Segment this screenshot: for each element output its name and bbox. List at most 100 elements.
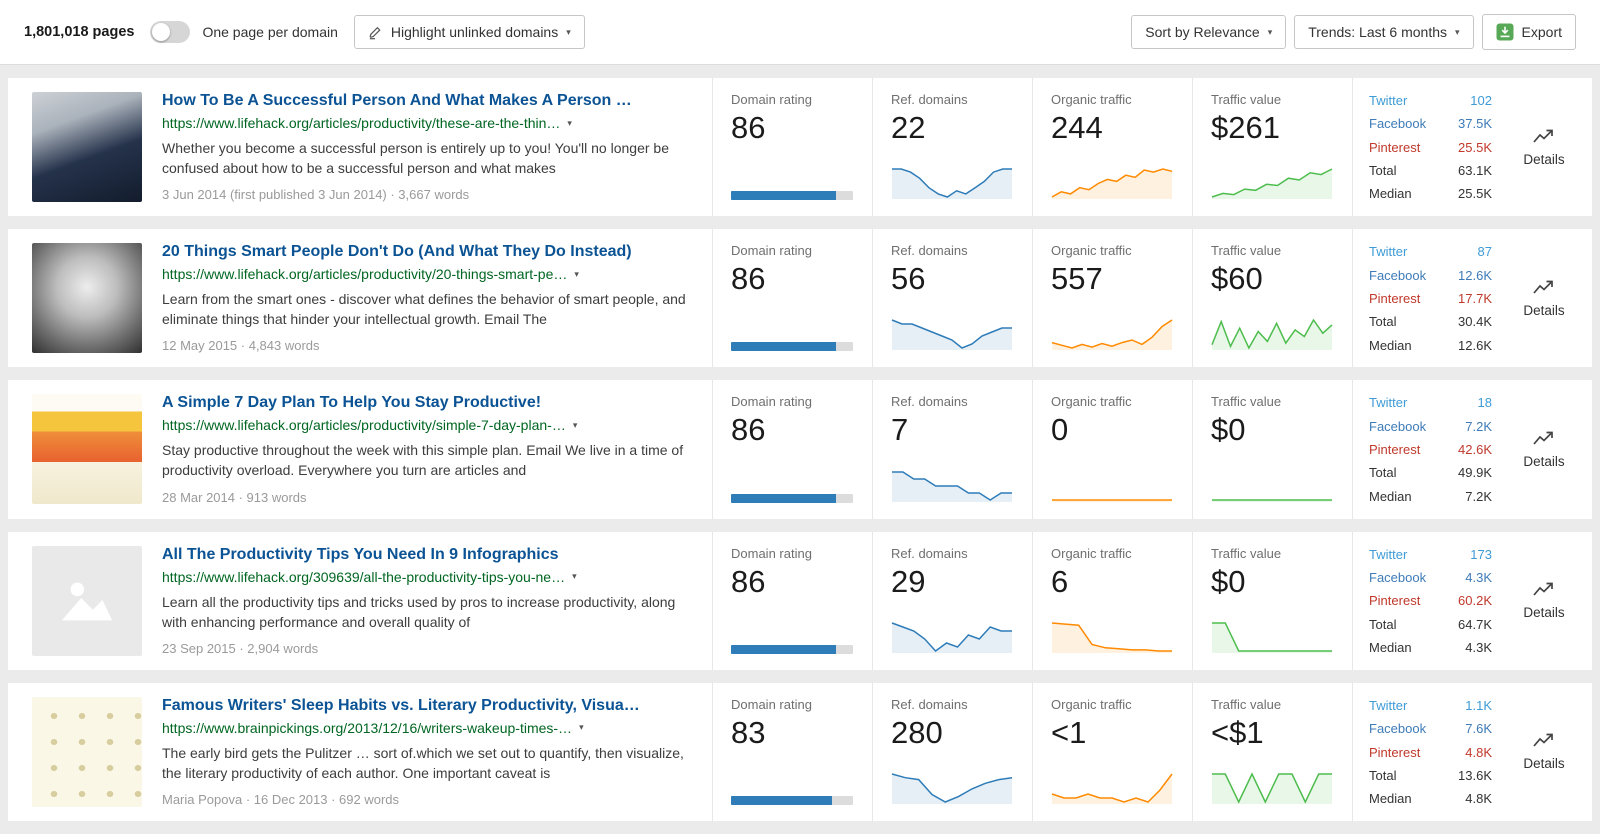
result-thumbnail <box>32 92 142 202</box>
pages-count: 1,801,018 pages <box>24 24 135 40</box>
social-stats: Twitter 87 Facebook 12.6K Pinterest 17.7… <box>1352 229 1504 368</box>
result-url-line: https://www.lifehack.org/articles/produc… <box>162 417 694 433</box>
pinterest-row: Pinterest 42.6K <box>1369 441 1492 460</box>
result-url[interactable]: https://www.brainpickings.org/2013/12/16… <box>162 719 573 736</box>
median-count: 4.8K <box>1465 791 1492 807</box>
ref-domains-value: 280 <box>891 714 943 750</box>
metric-domain-rating: Domain rating 86 <box>712 531 872 670</box>
traffic-value-header: Traffic value <box>1211 394 1282 410</box>
result-row: How To Be A Successful Person And What M… <box>8 78 1592 217</box>
result-url[interactable]: https://www.lifehack.org/articles/produc… <box>162 266 568 283</box>
export-button[interactable]: Export <box>1481 14 1576 50</box>
total-row: Total 13.6K <box>1369 767 1492 786</box>
median-count: 12.6K <box>1458 337 1492 353</box>
facebook-label: Facebook <box>1369 267 1427 283</box>
metric-ref-domains: Ref. domains 56 <box>872 229 1032 368</box>
result-row: 20 Things Smart People Don't Do (And Wha… <box>8 229 1592 368</box>
domain-rating-header: Domain rating <box>731 545 812 561</box>
ref-domains-sparkline <box>891 769 1013 805</box>
twitter-label: Twitter <box>1369 546 1408 562</box>
median-count: 7.2K <box>1465 488 1492 504</box>
result-main: All The Productivity Tips You Need In 9 … <box>162 532 712 670</box>
metric-domain-rating: Domain rating 86 <box>712 229 872 368</box>
result-thumbnail <box>32 243 142 354</box>
chevron-down-icon: ▾ <box>1267 26 1273 37</box>
domain-rating-header: Domain rating <box>731 243 812 259</box>
ref-domains-value: 29 <box>891 563 926 599</box>
result-url-line: https://www.brainpickings.org/2013/12/16… <box>162 720 694 736</box>
result-url[interactable]: https://www.lifehack.org/309639/all-the-… <box>162 568 566 585</box>
median-row: Median 7.2K <box>1369 488 1492 507</box>
total-count: 13.6K <box>1458 767 1492 783</box>
domain-rating-value: 86 <box>731 563 766 599</box>
details-button[interactable]: Details <box>1504 532 1592 670</box>
url-dropdown-caret-icon[interactable]: ▾ <box>579 722 584 733</box>
pinterest-count: 42.6K <box>1458 442 1492 458</box>
metric-domain-rating: Domain rating 86 <box>712 380 872 519</box>
facebook-count: 12.6K <box>1458 267 1492 283</box>
total-row: Total 63.1K <box>1369 162 1492 181</box>
domain-rating-bar <box>731 644 853 654</box>
toolbar: 1,801,018 pages One page per domain High… <box>0 0 1600 65</box>
result-description: Learn all the productivity tips and tric… <box>162 593 676 630</box>
metric-traffic-value: Traffic value $0 <box>1192 531 1352 670</box>
organic-traffic-header: Organic traffic <box>1051 92 1132 107</box>
result-url[interactable]: https://www.lifehack.org/articles/produc… <box>162 417 566 434</box>
twitter-count: 18 <box>1477 395 1492 411</box>
organic-traffic-value: 244 <box>1051 110 1103 145</box>
details-button[interactable]: Details <box>1504 683 1592 821</box>
domain-rating-header: Domain rating <box>731 92 812 107</box>
sort-by-dropdown[interactable]: Sort by Relevance ▾ <box>1131 15 1287 49</box>
traffic-value-value: <$1 <box>1211 714 1264 750</box>
median-row: Median 25.5K <box>1369 185 1492 204</box>
result-title-link[interactable]: 20 Things Smart People Don't Do (And Wha… <box>162 243 632 261</box>
url-dropdown-caret-icon[interactable]: ▾ <box>567 117 572 128</box>
details-button[interactable]: Details <box>1504 380 1592 518</box>
chevron-down-icon: ▾ <box>1455 26 1460 37</box>
traffic-value-sparkline <box>1211 769 1333 805</box>
facebook-row: Facebook 7.2K <box>1369 418 1492 437</box>
facebook-row: Facebook 4.3K <box>1369 569 1492 588</box>
pinterest-row: Pinterest 25.5K <box>1369 139 1492 158</box>
metric-organic-traffic: Organic traffic 244 <box>1032 78 1192 217</box>
organic-traffic-sparkline <box>1051 769 1173 805</box>
social-stats: Twitter 173 Facebook 4.3K Pinterest 60.2… <box>1352 531 1504 670</box>
twitter-count: 102 <box>1470 93 1492 108</box>
metric-ref-domains: Ref. domains 22 <box>872 78 1032 217</box>
pinterest-row: Pinterest 17.7K <box>1369 290 1492 309</box>
result-title-link[interactable]: All The Productivity Tips You Need In 9 … <box>162 545 559 563</box>
pinterest-row: Pinterest 4.8K <box>1369 744 1492 763</box>
trend-details-icon <box>1533 732 1555 749</box>
trends-dropdown[interactable]: Trends: Last 6 months ▾ <box>1294 15 1474 49</box>
twitter-label: Twitter <box>1369 697 1408 713</box>
details-button[interactable]: Details <box>1504 229 1592 367</box>
ref-domains-header: Ref. domains <box>891 92 968 107</box>
total-label: Total <box>1369 616 1397 632</box>
results-list: How To Be A Successful Person And What M… <box>0 65 1600 834</box>
one-page-per-domain-toggle[interactable] <box>150 21 191 43</box>
ref-domains-header: Ref. domains <box>891 394 968 410</box>
highlight-unlinked-dropdown[interactable]: Highlight unlinked domains ▾ <box>353 15 585 49</box>
metric-organic-traffic: Organic traffic 557 <box>1032 229 1192 368</box>
twitter-row: Twitter 1.1K <box>1369 697 1492 716</box>
details-button[interactable]: Details <box>1504 78 1592 216</box>
total-label: Total <box>1369 465 1397 481</box>
details-label: Details <box>1523 756 1565 772</box>
result-title-link[interactable]: A Simple 7 Day Plan To Help You Stay Pro… <box>162 394 542 412</box>
facebook-row: Facebook 37.5K <box>1369 115 1492 134</box>
result-title-link[interactable]: How To Be A Successful Person And What M… <box>162 92 632 109</box>
ref-domains-sparkline <box>891 618 1013 654</box>
traffic-value-value: $60 <box>1211 261 1263 297</box>
twitter-label: Twitter <box>1369 93 1408 108</box>
url-dropdown-caret-icon[interactable]: ▾ <box>572 571 577 582</box>
traffic-value-value: $0 <box>1211 412 1246 448</box>
url-dropdown-caret-icon[interactable]: ▾ <box>572 419 578 430</box>
url-dropdown-caret-icon[interactable]: ▾ <box>574 268 579 279</box>
result-meta: 12 May 2015 · 4,843 words <box>162 338 320 354</box>
total-row: Total 49.9K <box>1369 464 1492 483</box>
traffic-value-value: $261 <box>1211 110 1280 145</box>
result-title-link[interactable]: Famous Writers' Sleep Habits vs. Literar… <box>162 696 640 714</box>
metric-domain-rating: Domain rating 86 <box>712 78 872 217</box>
result-url[interactable]: https://www.lifehack.org/articles/produc… <box>162 115 561 131</box>
ref-domains-header: Ref. domains <box>891 243 968 259</box>
